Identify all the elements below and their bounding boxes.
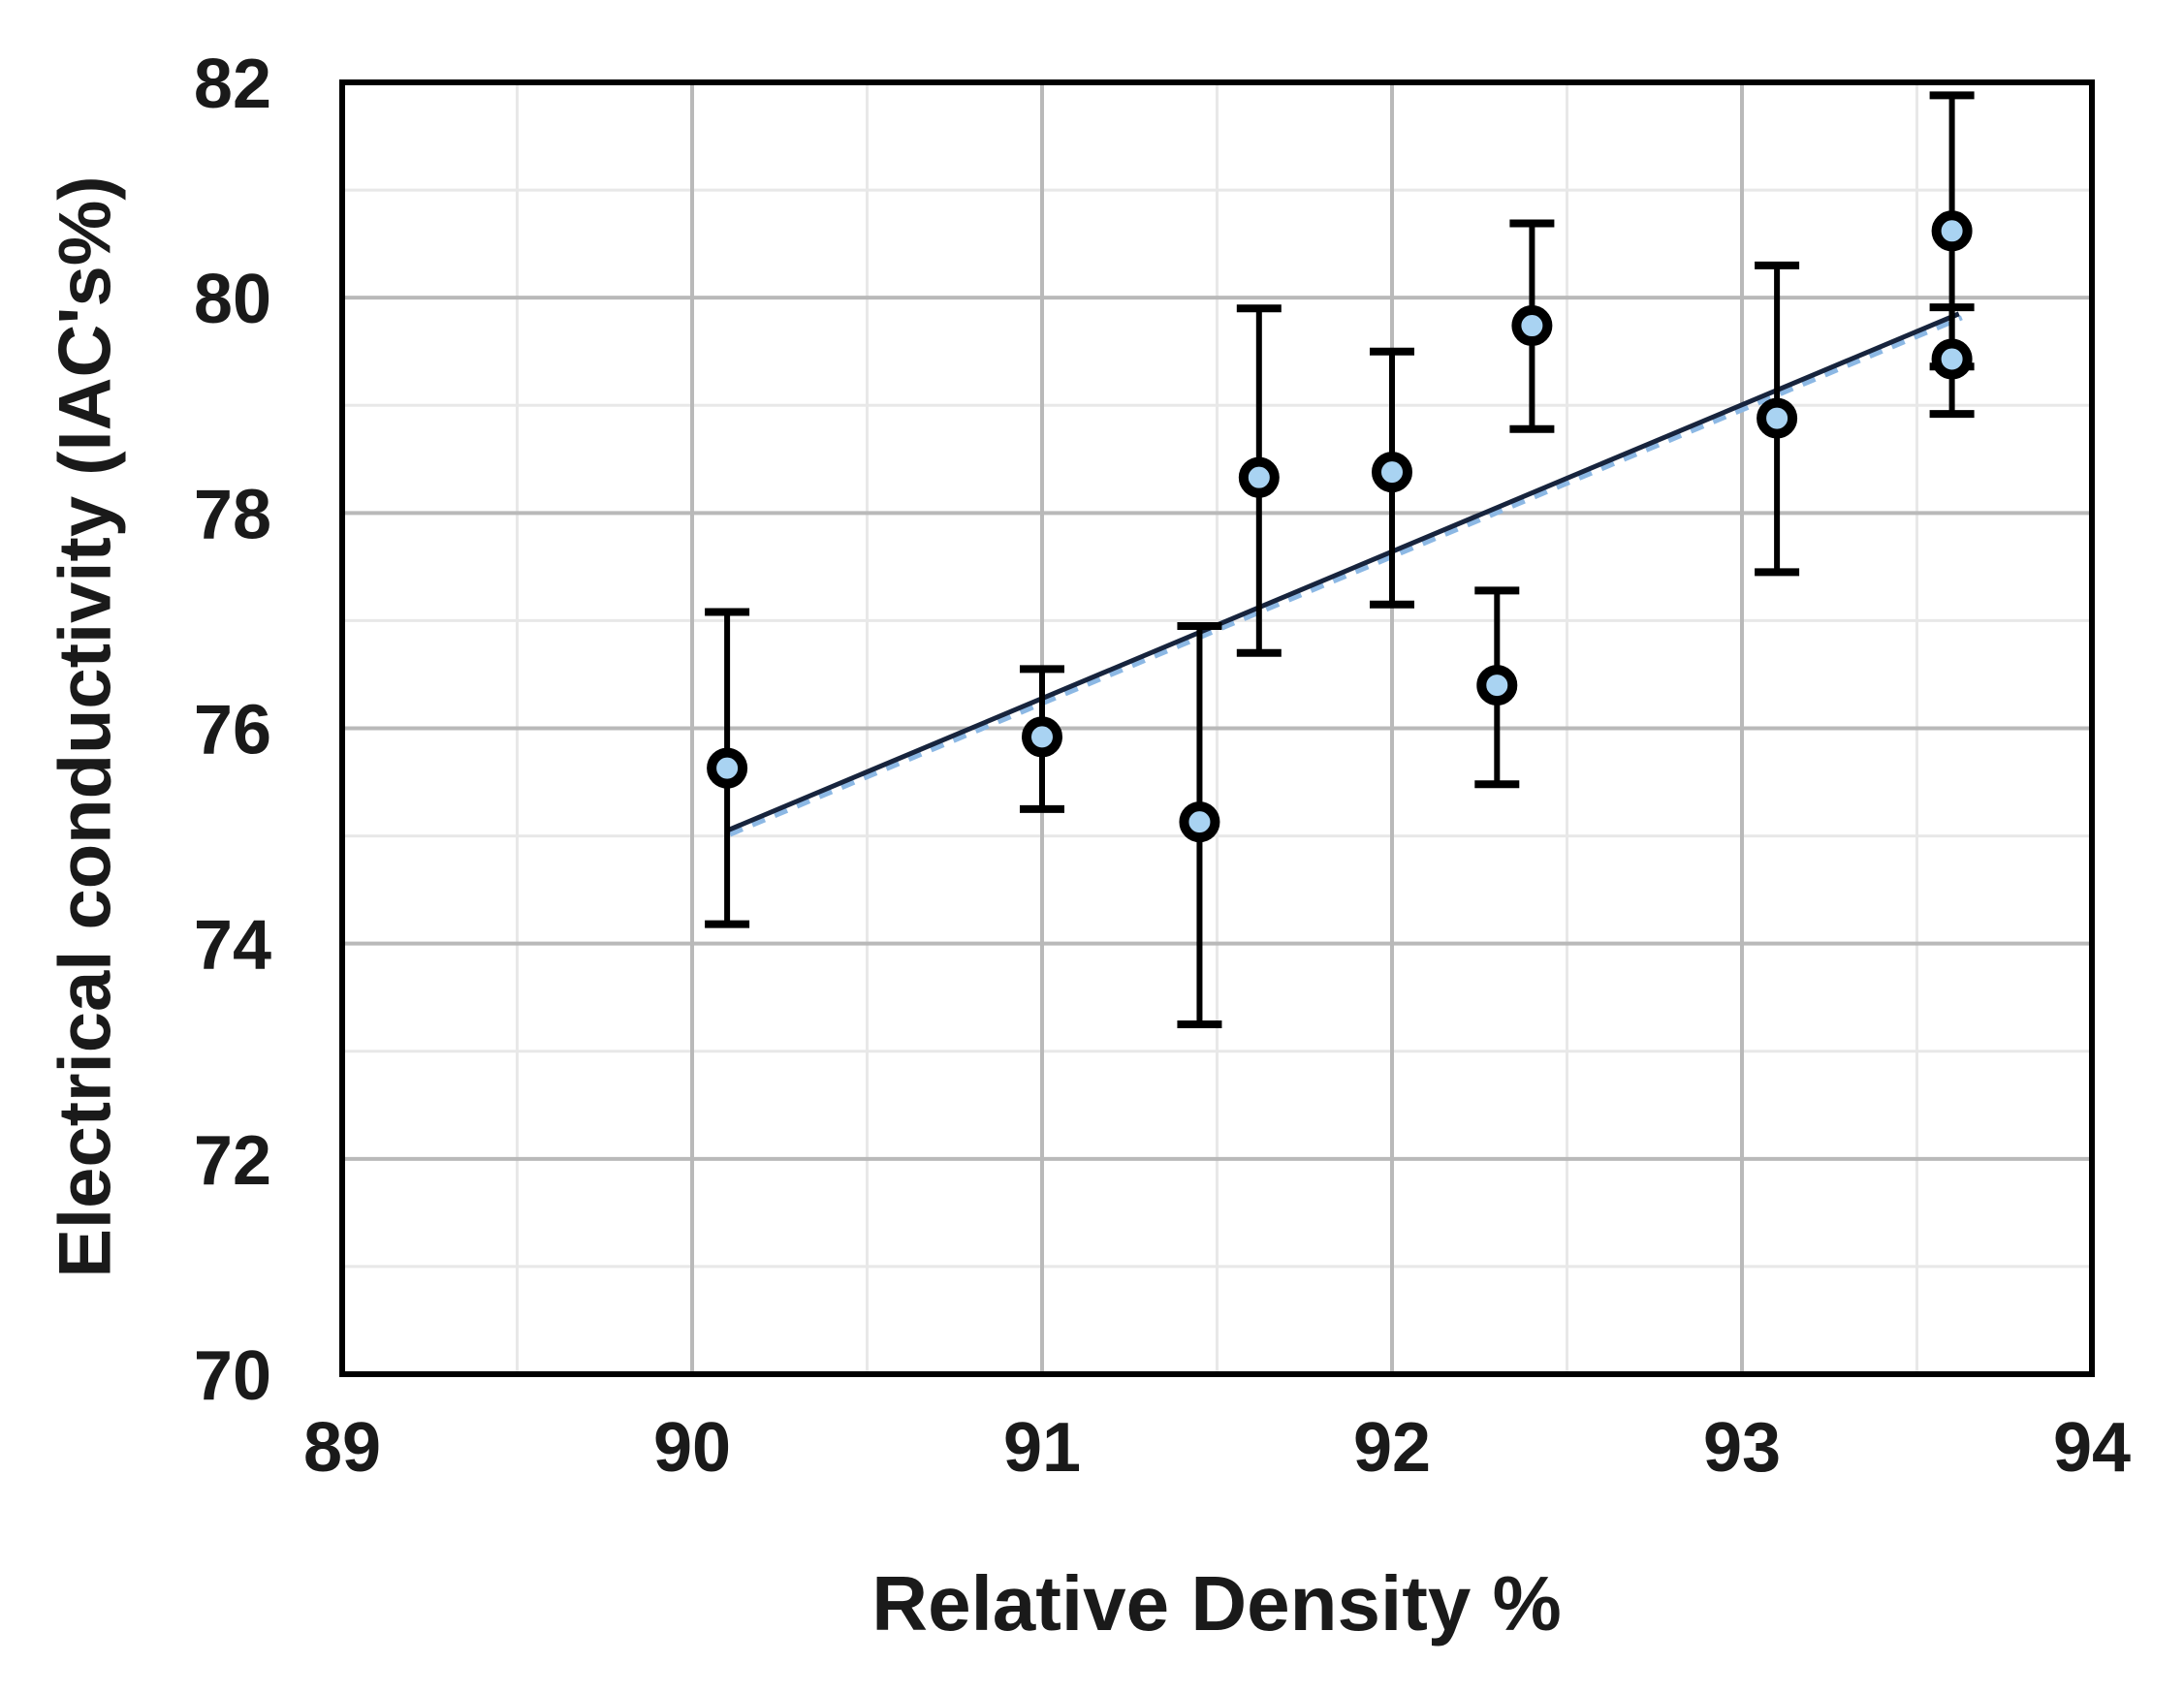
data-point-marker: [1372, 452, 1412, 493]
x-axis-title: Relative Density %: [871, 1560, 1562, 1647]
plot-frame: [339, 79, 2095, 1377]
y-tick-labels: 70 72 74 76 78 80 82: [194, 46, 271, 1415]
x-tick-label: 93: [1703, 1409, 1781, 1487]
y-tick-label: 82: [194, 46, 271, 123]
data-point-marker: [1757, 397, 1798, 439]
y-axis-title: Electrical conductivity (IAC's%): [44, 175, 127, 1278]
data-point-marker: [1476, 665, 1518, 706]
x-tick-labels: 89 90 91 92 93 94: [303, 1409, 2131, 1487]
y-tick-label: 80: [194, 261, 271, 338]
y-tick-label: 78: [194, 476, 271, 553]
data-point-marker: [1931, 210, 1973, 252]
trendline-solid: [726, 311, 1960, 833]
y-tick-label: 76: [194, 692, 271, 769]
trendline: [726, 311, 1963, 837]
data-point-marker: [1931, 338, 1973, 380]
data-point-markers: [707, 210, 1973, 843]
data-point-marker: [1179, 801, 1220, 843]
trendline-dashed: [729, 315, 1963, 837]
data-point-marker: [1022, 716, 1062, 758]
data-point-marker: [707, 747, 748, 789]
data-point-marker: [1511, 305, 1553, 347]
x-tick-label: 92: [1353, 1409, 1431, 1487]
x-tick-label: 91: [1003, 1409, 1081, 1487]
data-point-marker: [1238, 456, 1280, 498]
x-tick-label: 89: [303, 1409, 381, 1487]
plot-border: [339, 79, 2095, 1377]
x-tick-label: 90: [653, 1409, 731, 1487]
y-tick-label: 74: [194, 907, 271, 985]
error-bars: [705, 91, 1975, 1028]
y-tick-label: 70: [194, 1337, 271, 1415]
x-tick-label: 94: [2053, 1409, 2131, 1487]
y-tick-label: 72: [194, 1122, 271, 1200]
